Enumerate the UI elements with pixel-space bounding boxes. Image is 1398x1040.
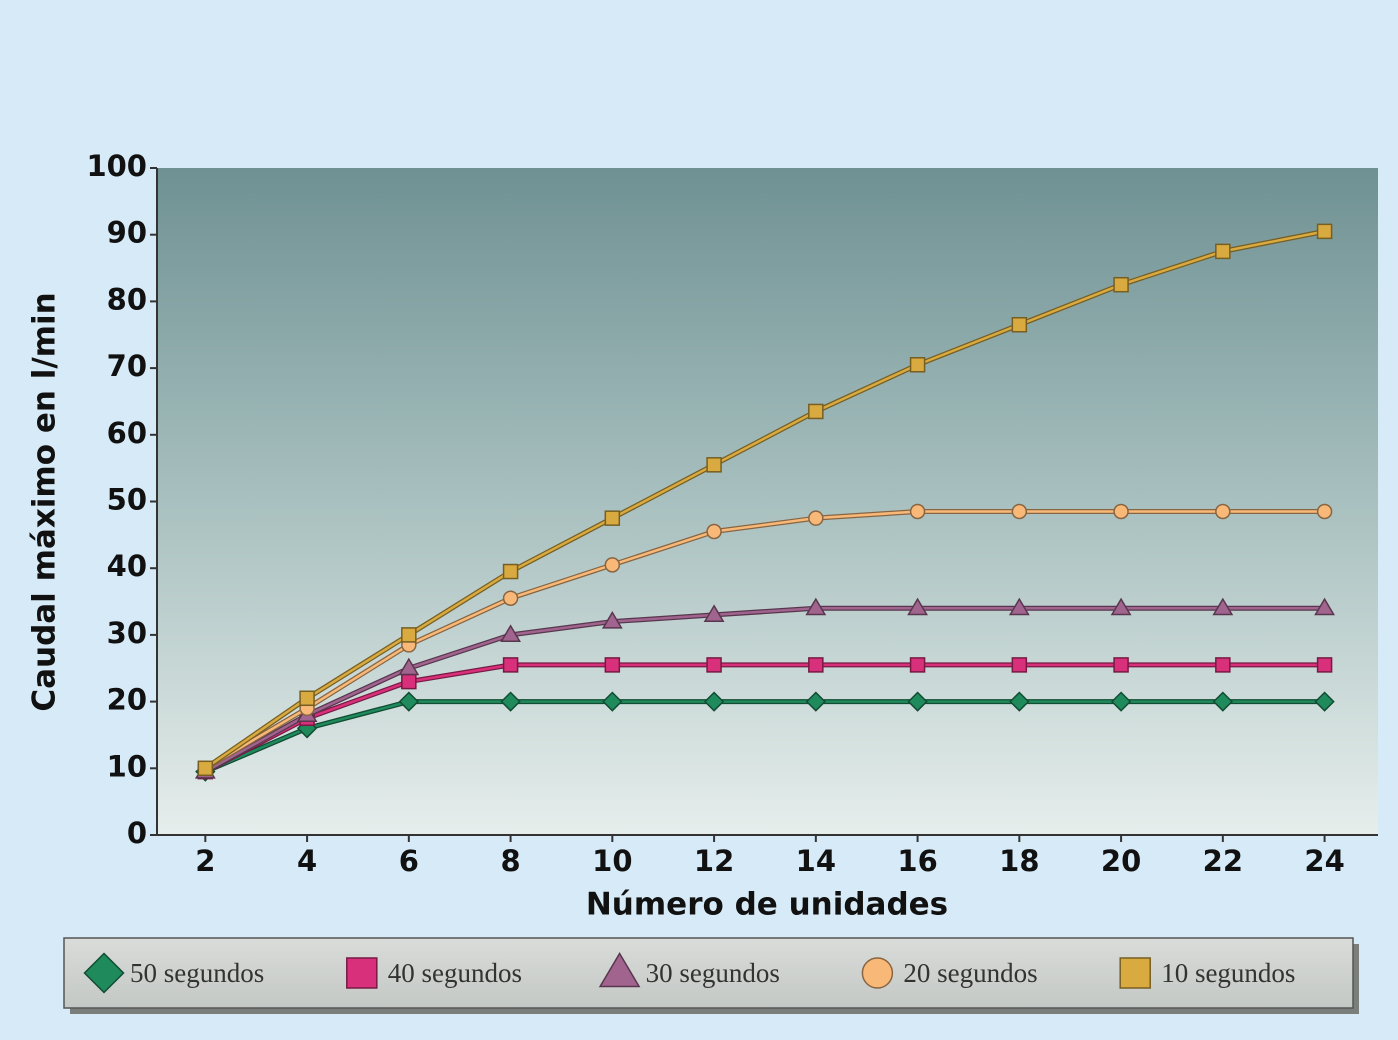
data-point [909, 357, 926, 373]
y-tick-label: 30 [107, 616, 147, 650]
series-line [204, 663, 1325, 773]
data-point [299, 690, 315, 707]
y-tick-label: 0 [127, 816, 147, 850]
y-tick-label: 100 [86, 149, 147, 183]
series-line [204, 606, 1325, 773]
x-tick-label: 18 [999, 844, 1039, 878]
x-tick-label: 10 [592, 844, 632, 878]
data-point [500, 691, 521, 712]
x-tick-label: 6 [399, 844, 419, 878]
data-point [1314, 691, 1335, 712]
data-point [604, 510, 621, 526]
series-line [204, 700, 1325, 773]
x-tick-label: 24 [1304, 844, 1344, 878]
data-point [502, 657, 519, 673]
data-point [808, 657, 824, 673]
legend-marker [83, 952, 125, 994]
data-point [1011, 503, 1028, 520]
data-point [602, 691, 623, 712]
data-point [706, 523, 722, 540]
data-point [805, 597, 827, 616]
data-point [197, 760, 214, 777]
data-point [1113, 276, 1129, 293]
data-point [1110, 691, 1132, 712]
data-point [805, 691, 826, 712]
data-point [1212, 691, 1233, 712]
data-point [1215, 657, 1231, 673]
legend-label: 30 segundos [646, 958, 780, 988]
data-point [706, 457, 722, 473]
data-point [808, 510, 824, 526]
data-point [907, 597, 928, 616]
data-point [1008, 597, 1030, 616]
legend-label: 40 segundos [388, 958, 522, 988]
data-point [604, 557, 621, 573]
y-tick-label: 90 [107, 216, 147, 250]
plot-area [157, 168, 1378, 835]
y-tick-label: 70 [107, 349, 147, 383]
data-point [706, 657, 722, 673]
data-point [1009, 691, 1030, 712]
y-tick-label: 40 [107, 549, 147, 583]
legend-marker [598, 952, 641, 988]
x-tick-label: 2 [195, 844, 215, 878]
x-tick-label: 22 [1203, 844, 1243, 878]
data-point [703, 691, 725, 712]
data-point [808, 403, 824, 420]
series-line [204, 510, 1325, 770]
legend-label: 10 segundos [1161, 958, 1295, 988]
legend-label: 50 segundos [130, 958, 264, 988]
data-point [1316, 657, 1333, 673]
legend-marker [861, 957, 894, 989]
legend-marker [346, 957, 378, 989]
data-point [909, 503, 926, 520]
data-point [401, 673, 417, 690]
data-point [502, 590, 519, 606]
y-axis-title: Caudal máximo en l/min [27, 292, 63, 711]
y-tick-label: 50 [107, 483, 147, 517]
data-point [909, 657, 926, 673]
data-point [1110, 597, 1132, 616]
y-tick-label: 20 [107, 683, 147, 717]
x-tick-label: 20 [1101, 844, 1141, 878]
data-point [1011, 316, 1028, 333]
data-point [1212, 597, 1234, 616]
data-point [1215, 503, 1231, 520]
y-tick-label: 80 [107, 282, 147, 316]
y-tick-label: 10 [107, 749, 147, 783]
data-point [398, 657, 420, 676]
series-line [204, 230, 1325, 770]
data-point [502, 563, 519, 580]
y-tick-label: 60 [107, 416, 147, 450]
x-tick-label: 14 [796, 844, 836, 878]
data-point [703, 604, 725, 622]
x-tick-label: 4 [297, 844, 317, 878]
data-point [1113, 503, 1129, 520]
data-point [907, 691, 928, 712]
data-point [1113, 657, 1129, 673]
x-tick-label: 12 [694, 844, 734, 878]
data-point [1316, 503, 1333, 520]
data-point [1215, 243, 1231, 260]
data-point [1314, 597, 1335, 616]
legend-label: 20 segundos [903, 958, 1037, 988]
x-tick-label: 16 [897, 844, 937, 878]
data-point [401, 627, 417, 643]
data-point [1316, 223, 1333, 240]
data-point [1011, 657, 1028, 673]
data-point [398, 691, 419, 712]
legend-marker [1119, 957, 1151, 989]
data-point [500, 624, 521, 642]
data-point [604, 657, 621, 673]
x-axis-title: Número de unidades [586, 887, 948, 923]
x-tick-label: 8 [500, 844, 520, 878]
data-point [601, 610, 623, 629]
